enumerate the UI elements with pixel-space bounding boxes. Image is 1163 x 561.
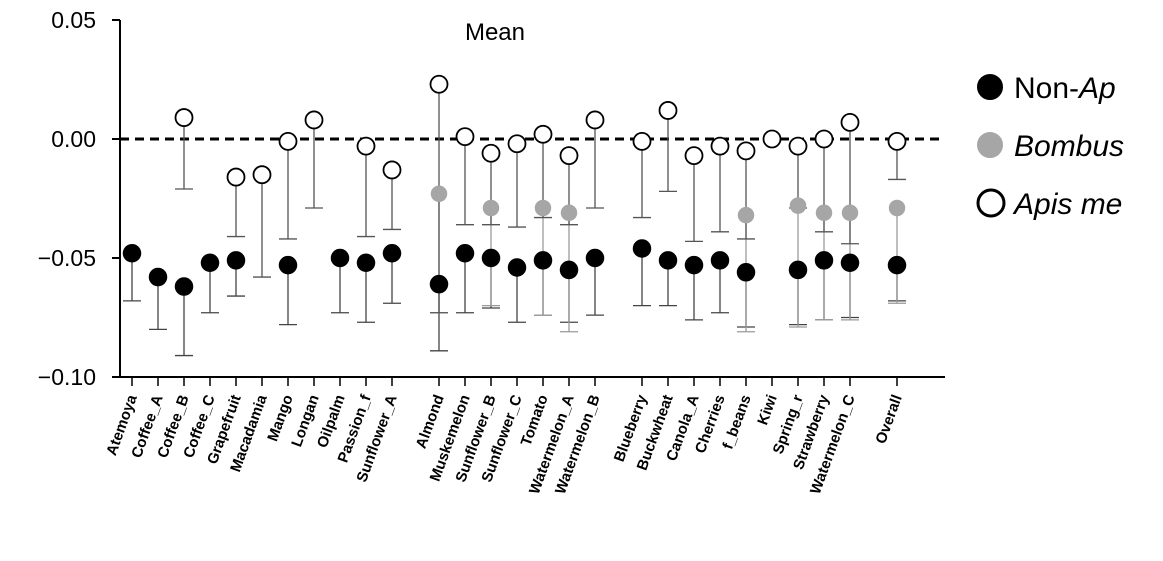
non-apis-point <box>632 239 652 258</box>
non-apis-point <box>658 251 678 270</box>
apis-point <box>356 136 376 156</box>
non-apis-point <box>174 277 194 296</box>
apis-point <box>507 134 527 154</box>
apis-point <box>710 136 730 156</box>
non-apis-point <box>455 243 475 263</box>
apis-point <box>632 131 652 151</box>
apis-point <box>840 112 860 132</box>
legend-bombus-label: Bombus <box>1014 130 1124 163</box>
bombus-point <box>815 204 833 222</box>
apis-point <box>736 141 756 161</box>
non-apis-point <box>330 248 350 268</box>
apis-point <box>455 127 475 147</box>
apis-point <box>429 74 449 94</box>
apis-point <box>174 108 194 127</box>
apis-point <box>481 143 501 163</box>
bombus-point <box>789 197 807 214</box>
non-apis-point <box>710 251 730 270</box>
non-apis-point <box>533 251 553 270</box>
apis-point <box>887 131 907 151</box>
non-apis-point <box>356 253 376 273</box>
non-apis-point <box>840 253 860 273</box>
non-apis-point <box>736 263 756 282</box>
non-apis-point <box>481 248 501 268</box>
apis-point <box>382 160 402 180</box>
non-apis-point <box>200 253 220 273</box>
category-label: Kiwi <box>754 393 781 428</box>
non-apis-point <box>788 260 808 280</box>
non-apis-point <box>278 255 298 275</box>
non-apis-point <box>814 251 834 270</box>
non-apis-point <box>226 251 246 270</box>
y-tick-label: 0.05 <box>51 7 96 33</box>
apis-point <box>684 146 704 166</box>
category-labels: AtemoyaCoffee_ACoffee_BCoffee_CGrapefrui… <box>103 392 906 497</box>
bombus-point <box>430 185 448 202</box>
non-apis-point <box>559 260 579 280</box>
non-apis-point <box>585 248 605 268</box>
legend-non-apis-marker <box>977 74 1003 100</box>
y-tick-label: −0.05 <box>38 245 96 271</box>
non-apis-point <box>148 267 168 287</box>
legend-non-apis-label: Non-Ap <box>1014 72 1116 105</box>
apis-point <box>533 124 553 144</box>
apis-point <box>814 129 834 149</box>
category-label: Overall <box>872 393 905 447</box>
bombus-point <box>482 199 500 217</box>
legend-apis-label: Apis me <box>1012 188 1122 221</box>
non-apis-point <box>382 243 402 263</box>
y-tick-label: 0.00 <box>51 126 96 152</box>
non-apis-point <box>887 255 907 275</box>
axes: 0.05 0.00 −0.05 −0.10 <box>38 7 945 390</box>
bombus-point <box>888 199 906 217</box>
legend-apis-marker <box>976 188 1006 218</box>
legend-bombus-marker <box>977 132 1003 158</box>
non-apis-point <box>122 243 142 263</box>
apis-point <box>762 129 782 149</box>
apis-point <box>304 110 324 130</box>
apis-point <box>226 167 246 187</box>
apis-point <box>788 136 808 156</box>
non-apis-point <box>684 255 704 275</box>
bombus-point <box>737 206 755 224</box>
apis-point <box>658 101 678 120</box>
chart-marks <box>122 74 907 357</box>
apis-point <box>252 165 272 185</box>
bombus-point <box>841 204 859 222</box>
non-apis-point <box>507 258 527 277</box>
apis-point <box>278 131 298 151</box>
legend: Non-Ap Bombus Apis me <box>976 72 1124 221</box>
bombus-point <box>534 199 552 217</box>
apis-point <box>585 110 605 130</box>
chart-title: Mean <box>465 19 525 46</box>
apis-point <box>559 146 579 166</box>
bombus-point <box>560 204 578 222</box>
non-apis-point <box>429 274 449 294</box>
y-tick-label: −0.10 <box>38 364 96 390</box>
